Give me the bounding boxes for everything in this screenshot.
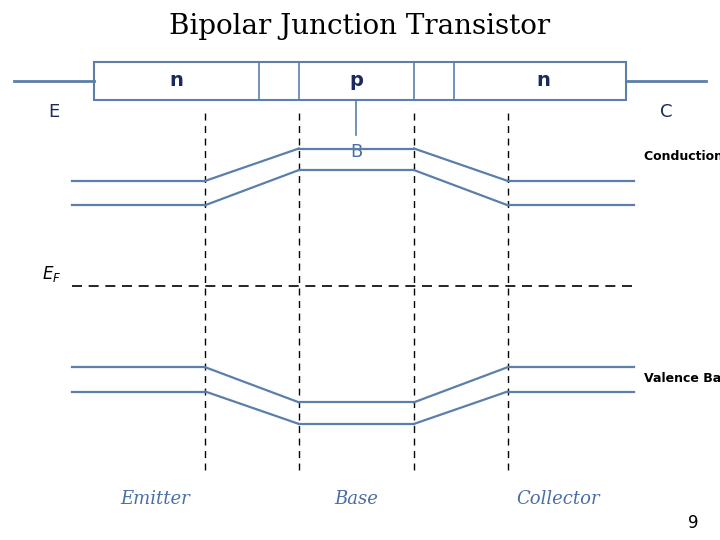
Text: Valence Band: Valence Band [644,372,720,384]
Text: n: n [169,71,184,91]
Text: C: C [660,103,672,120]
Text: Base: Base [335,490,378,509]
FancyBboxPatch shape [94,62,626,100]
Text: Emitter: Emitter [120,490,189,509]
Text: p: p [349,71,364,91]
Text: Conduction Band: Conduction Band [644,150,720,163]
Text: E: E [48,103,60,120]
Text: Collector: Collector [516,490,600,509]
Text: n: n [536,71,551,91]
Text: B: B [350,143,363,161]
Text: $E_F$: $E_F$ [42,264,61,284]
Text: 9: 9 [688,514,698,532]
Text: Bipolar Junction Transistor: Bipolar Junction Transistor [169,14,551,40]
